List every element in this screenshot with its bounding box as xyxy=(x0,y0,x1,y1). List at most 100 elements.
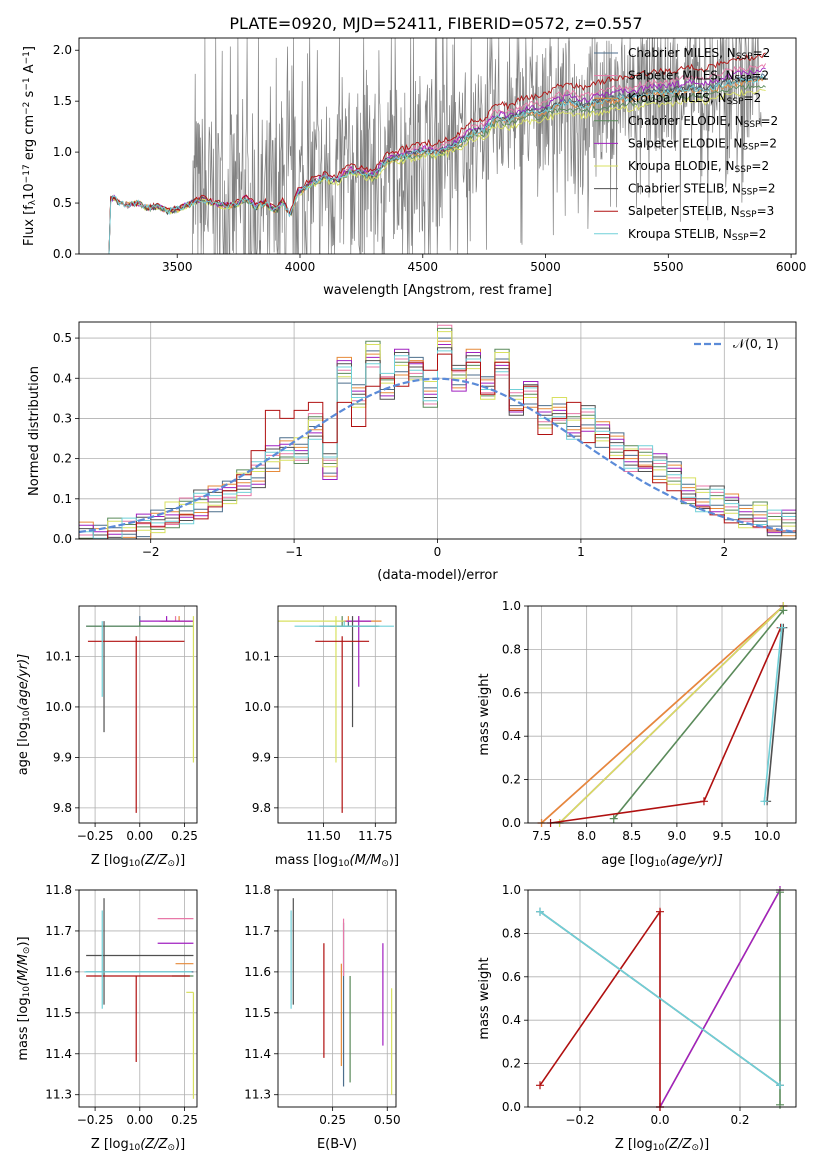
y-tick-label: 9.9 xyxy=(53,750,72,764)
model-line xyxy=(108,75,766,255)
x-axis-label: wavelength [Angstrom, rest frame] xyxy=(323,283,552,298)
x-axis-label: E(B-V) xyxy=(317,1137,357,1152)
legend-label: Kroupa MILES, NSSP=2 xyxy=(628,91,761,107)
x-tick-label: 0.0 xyxy=(650,1113,669,1127)
axes-mass-vs-Z: −0.25 0.00 0.25 11.3 11.4 11.5 11.6 11.7 11.8 xyxy=(45,883,198,1127)
y-tick-label: 11.7 xyxy=(244,924,271,938)
y-axis-label: age [log10(age/yr)] xyxy=(16,654,32,776)
weight-line xyxy=(659,889,781,1108)
weight-point xyxy=(779,606,788,615)
x-tick-label: 4000 xyxy=(285,260,316,274)
spectrum-legend: Chabrier MILES, NSSP=2 Salpeter MILES, NS… xyxy=(594,46,778,243)
axes-mass-weight-vs-Z: −0.2 0.0 0.2 0.0 0.2 0.4 0.6 0.8 1.0 xyxy=(502,883,796,1127)
x-tick-label: 7.5 xyxy=(532,829,551,843)
y-tick-label: 0.5 xyxy=(53,196,72,210)
y-tick-label: 2.0 xyxy=(53,43,72,57)
panel-frame xyxy=(277,605,397,824)
x-tick-label: 0 xyxy=(434,545,442,559)
legend-label: Chabrier ELODIE, NSSP=2 xyxy=(628,114,778,130)
y-tick-label: 0.1 xyxy=(53,492,72,506)
gaussian-curve xyxy=(78,377,797,534)
y-tick-label: 1.0 xyxy=(53,145,72,159)
model-line xyxy=(108,52,766,255)
x-tick-label: 0.25 xyxy=(171,829,198,843)
y-tick-label: 1.0 xyxy=(502,599,521,613)
y-tick-label: 0.0 xyxy=(53,247,72,261)
histogram-step xyxy=(79,350,796,540)
x-tick-label: 11.75 xyxy=(358,829,392,843)
legend-label: Salpeter ELODIE, NSSP=2 xyxy=(628,136,777,152)
x-tick-label: 6000 xyxy=(776,260,807,274)
figure-title: PLATE=0920, MJD=52411, FIBERID=0572, z=0… xyxy=(229,14,642,33)
y-tick-label: 0.2 xyxy=(502,773,521,787)
x-tick-label: 9.0 xyxy=(667,829,686,843)
weight-point xyxy=(536,1081,544,1090)
y-tick-label: 10.1 xyxy=(45,649,72,663)
axes-spectrum: 3500 4000 4500 5000 5500 6000 0.0 0.5 1.0 1.5 2.0 xyxy=(53,37,807,274)
spectrum-frame xyxy=(78,37,797,255)
y-axis-label: Flux [fλ10−17 erg cm−2 s−1 A−1] xyxy=(22,46,38,246)
x-tick-label: 0.25 xyxy=(319,1113,346,1127)
weight-point xyxy=(699,797,708,806)
y-tick-label: 0.8 xyxy=(502,642,521,656)
axes-mass-vs-EBV: 0.25 0.50 11.3 11.4 11.5 11.6 11.7 11.8 xyxy=(244,883,400,1127)
x-tick-label: 11.50 xyxy=(306,829,340,843)
x-tick-label: 0.50 xyxy=(374,1113,401,1127)
legend-label: 𝒩(0, 1) xyxy=(733,336,779,351)
y-tick-label: 0.4 xyxy=(502,729,521,743)
y-axis-label: mass weight xyxy=(477,957,492,1039)
x-axis-label: Z [log10(Z/Z⊙)] xyxy=(615,1137,709,1153)
y-tick-label: 0.4 xyxy=(502,1013,521,1027)
weight-point xyxy=(609,814,618,823)
x-tick-label: 0.25 xyxy=(171,1113,198,1127)
x-tick-label: 10.0 xyxy=(754,829,781,843)
weight-point xyxy=(656,907,664,916)
y-tick-label: 11.5 xyxy=(45,1006,72,1020)
y-tick-label: 0.4 xyxy=(53,371,72,385)
x-tick-label: 0.00 xyxy=(126,829,153,843)
x-tick-label: 0.2 xyxy=(730,1113,749,1127)
x-tick-label: 8.5 xyxy=(622,829,641,843)
histogram-step xyxy=(79,353,796,540)
y-tick-label: 11.3 xyxy=(244,1088,271,1102)
weight-point xyxy=(777,623,786,632)
y-tick-label: 11.8 xyxy=(45,883,72,897)
panel-frame xyxy=(78,605,198,824)
y-axis-label: mass [log10(M/M⊙)] xyxy=(16,936,32,1060)
y-tick-label: 0.8 xyxy=(502,926,521,940)
weight-point xyxy=(760,797,769,806)
y-tick-label: 0.0 xyxy=(502,1100,521,1114)
x-axis-label: mass [log10(M/M⊙)] xyxy=(275,853,399,869)
y-tick-label: 11.4 xyxy=(45,1047,72,1061)
weight-point xyxy=(776,1100,784,1109)
legend-label: Chabrier STELIB, NSSP=2 xyxy=(628,182,776,198)
weight-line xyxy=(763,627,783,802)
axes-residual-histogram: −2 −1 0 1 2 0.0 0.1 0.2 0.3 0.4 0.5 xyxy=(53,322,797,559)
legend-label: Kroupa STELIB, NSSP=2 xyxy=(628,227,766,243)
weight-point xyxy=(776,888,784,897)
x-tick-label: 8.0 xyxy=(577,829,596,843)
y-tick-label: 9.9 xyxy=(252,750,271,764)
x-tick-label: −0.25 xyxy=(77,829,114,843)
panel-frame xyxy=(527,889,797,1108)
panel-frame xyxy=(527,605,797,824)
axes-mass-weight-vs-age: 7.5 8.0 8.5 9.0 9.5 10.0 0.0 0.2 0.4 0.6 0.8 1.0 xyxy=(502,599,796,843)
legend-label: Salpeter MILES, NSSP=2 xyxy=(628,69,769,85)
x-tick-label: 9.5 xyxy=(712,829,731,843)
x-axis-label: (data-model)/error xyxy=(377,568,498,583)
axes-age-vs-mass: 11.50 11.75 9.8 9.9 10.0 10.1 xyxy=(244,606,396,843)
x-axis-label: age [log10(age/yr)] xyxy=(601,853,723,869)
y-tick-label: 11.7 xyxy=(45,924,72,938)
x-tick-label: −2 xyxy=(142,545,160,559)
weight-point xyxy=(536,907,544,916)
y-tick-label: 0.2 xyxy=(502,1057,521,1071)
y-tick-label: 11.6 xyxy=(45,965,72,979)
y-tick-label: 11.6 xyxy=(244,965,271,979)
y-tick-label: 0.5 xyxy=(53,331,72,345)
weight-line xyxy=(613,609,785,820)
y-axis-label: Normed distribution xyxy=(27,366,42,496)
y-tick-label: 10.0 xyxy=(244,700,271,714)
y-tick-label: 0.0 xyxy=(53,532,72,546)
panel-frame xyxy=(277,889,397,1108)
